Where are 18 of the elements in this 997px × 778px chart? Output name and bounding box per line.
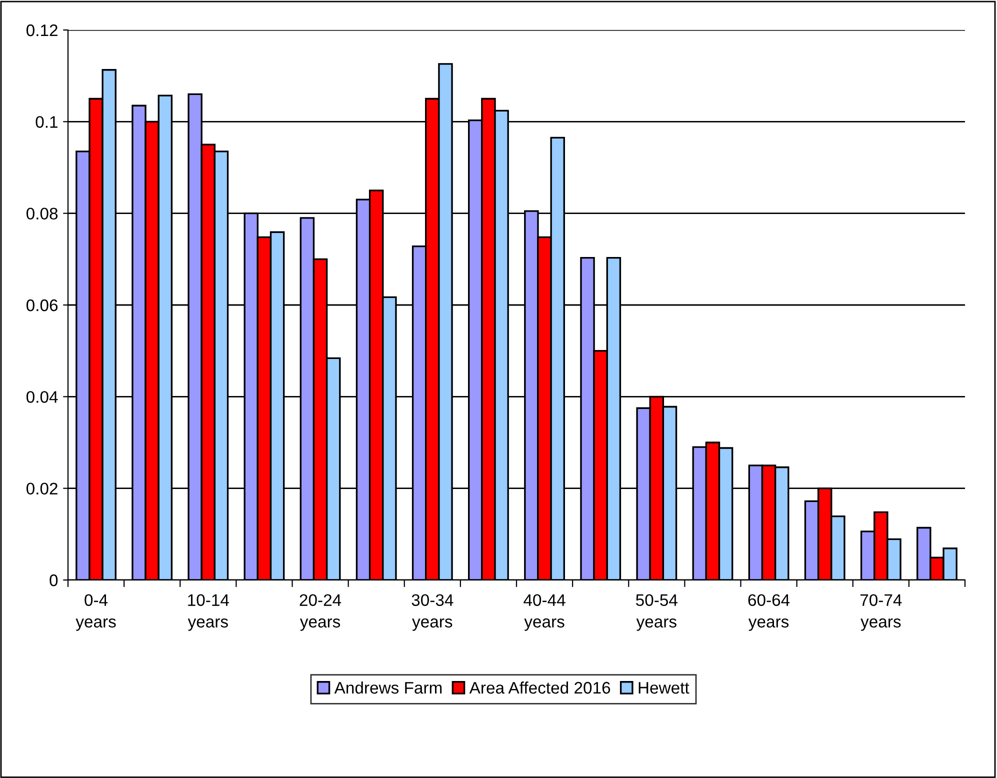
y-tick-label: 0.04 [26, 391, 58, 403]
x-tick-label: 0-4 years [76, 594, 116, 631]
y-tick-label: 0.08 [26, 208, 58, 220]
y-tick-label: 0 [50, 574, 58, 586]
x-tick-label: 40-44 years [524, 594, 566, 631]
x-tick-label: 30-34 years [412, 594, 454, 631]
x-tick-label: 10-14 years [188, 594, 229, 631]
y-tick-label: 0.06 [26, 299, 58, 312]
legend-label: Hewett [638, 682, 690, 694]
x-tick-label: 70-74 years [860, 594, 902, 631]
x-tick-label: 20-24 years [300, 594, 342, 631]
y-tick-label: 0.02 [26, 482, 58, 495]
legend-label: Area Affected 2016 [469, 681, 610, 694]
x-tick-label: 50-54 years [636, 594, 678, 631]
x-tick-label: 60-64 years [748, 594, 790, 631]
y-tick-label: 0.1 [36, 116, 58, 128]
legend-label: Andrews Farm [334, 681, 442, 694]
y-tick-label: 0.12 [26, 24, 58, 36]
